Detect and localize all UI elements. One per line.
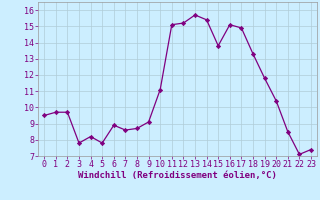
X-axis label: Windchill (Refroidissement éolien,°C): Windchill (Refroidissement éolien,°C)	[78, 171, 277, 180]
